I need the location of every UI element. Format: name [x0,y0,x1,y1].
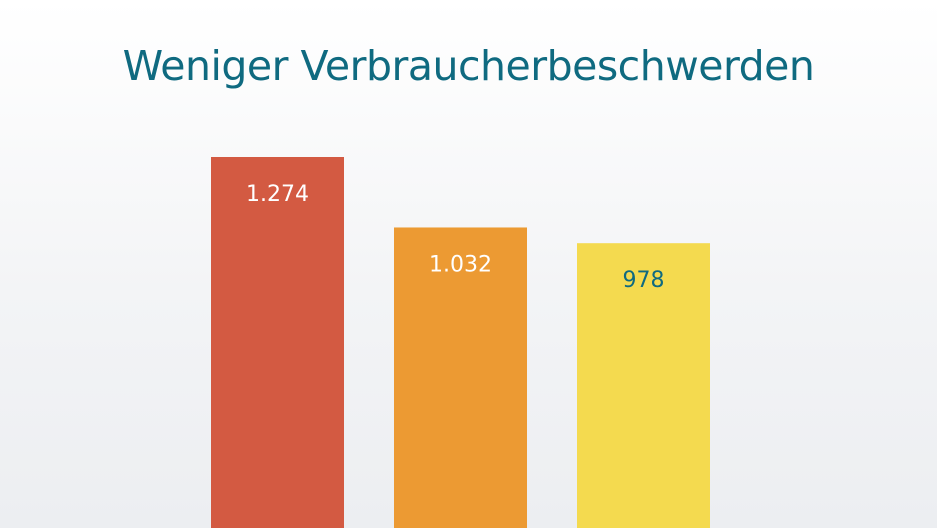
bar-value-label-3: 978 [623,268,665,293]
bar-value-label-1: 1.274 [246,182,309,207]
chart-title: Weniger Verbraucherbeschwerden [122,42,815,90]
bar-3 [577,243,710,528]
bar-2 [394,227,527,528]
bar-value-label-2: 1.032 [429,252,492,277]
bar-1 [211,157,344,528]
